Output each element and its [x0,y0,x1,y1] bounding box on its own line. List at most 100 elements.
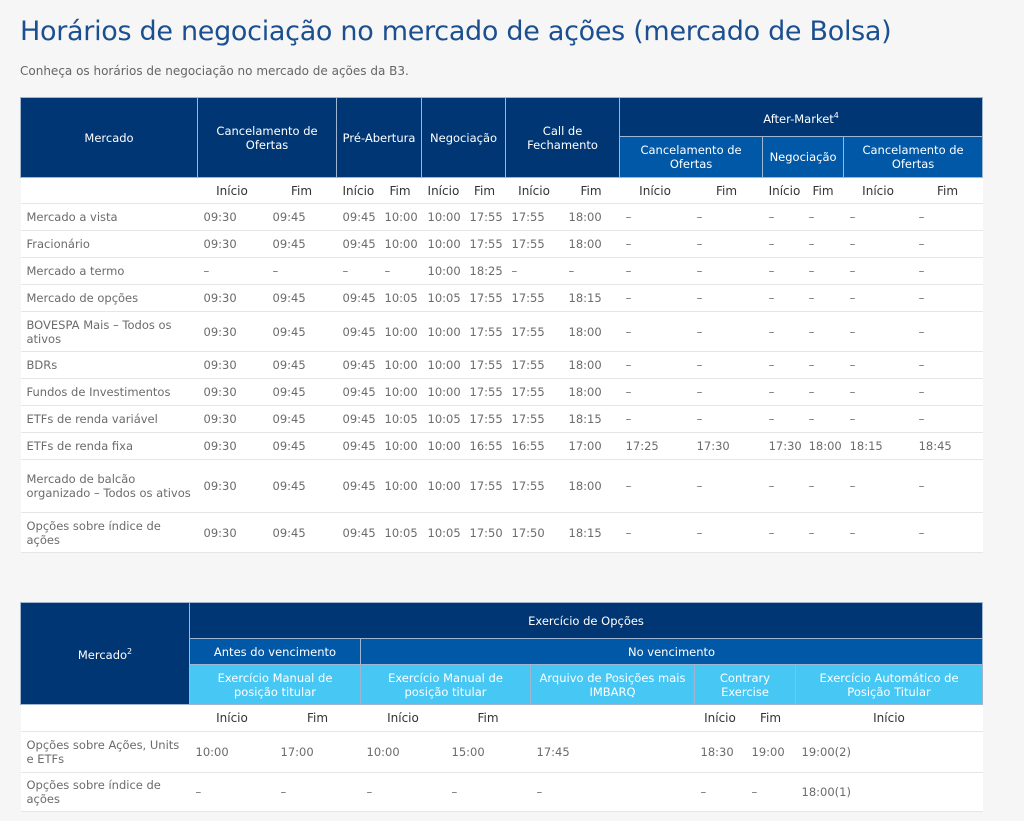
time-cell: – [802,405,844,433]
time-cell: 18:00 [562,203,620,231]
time-cell: – [912,230,983,258]
time-cell: 17:55 [505,311,563,352]
subheader-fim: Fim [378,177,422,204]
time-cell: 17:55 [463,459,506,513]
time-cell: 09:45 [266,378,337,406]
time-cell: 10:05 [378,284,422,312]
time-cell: – [619,351,691,379]
market-name: Opções sobre índice de ações [20,772,190,812]
time-cell: – [912,311,983,352]
table-row: ETFs de renda fixa 09:30 09:45 09:45 10:00 10… [20,432,983,460]
time-cell: 17:55 [463,311,506,352]
page-subtitle: Conheça os horários de negociação no mer… [20,64,409,78]
time-cell: 10:00 [378,378,422,406]
time-cell: – [619,512,691,553]
time-cell: – [912,257,983,285]
time-cell: 10:00 [421,351,464,379]
time-cell: 09:30 [197,230,267,258]
time-cell: 09:45 [336,351,379,379]
subheader-inicio: Início [421,177,464,204]
time-cell: – [802,257,844,285]
market-name: BOVESPA Mais – Todos os ativos [20,311,198,352]
time-cell: – [843,284,913,312]
time-cell: – [762,284,803,312]
time-cell: 17:55 [505,203,563,231]
subheader-inicio: Início [505,177,563,204]
header-negociacao: Negociação [421,97,507,178]
time-cell: 17:55 [463,351,506,379]
time-cell: 10:00 [378,459,422,513]
subheader-cell: Fim [445,704,531,732]
time-cell: 10:00 [378,432,422,460]
time-cell: 17:30 [762,432,803,460]
time-cell: 09:45 [266,351,337,379]
time-cell: 17:55 [463,284,506,312]
time-cell: 17:50 [505,512,563,553]
time-cell: – [843,230,913,258]
time-cell: 10:05 [421,512,464,553]
time-cell: 09:45 [336,378,379,406]
header-no-vencimento: No vencimento [359,638,984,665]
time-cell: – [530,772,695,812]
time-cell: 09:45 [336,311,379,352]
time-cell: 09:45 [336,405,379,433]
subheader-cell: Início [795,704,983,732]
subheader-fim: Fim [463,177,506,204]
table-row: Opções sobre índice de ações 09:30 09:45 09… [20,512,983,553]
time-cell: – [690,459,763,513]
time-cell: 09:45 [336,459,379,513]
header-cancelamento: Cancelamento de Ofertas [196,97,338,178]
time-cell: 10:00 [421,378,464,406]
header-exercicio-manual-antes: Exercício Manual de posição titular [189,664,361,705]
time-cell: – [912,351,983,379]
time-cell: – [843,378,913,406]
time-cell: 10:00 [421,459,464,513]
time-cell: – [912,459,983,513]
time-cell: 15:00 [445,731,531,773]
time-cell: 09:30 [197,284,267,312]
time-cell: 09:30 [197,512,267,553]
market-name: Mercado a termo [20,257,198,285]
table-row: BOVESPA Mais – Todos os ativos 09:30 09:45… [20,311,983,352]
time-cell: 17:00 [274,731,361,773]
time-cell: 09:30 [197,378,267,406]
market-name: Fracionário [20,230,198,258]
time-cell: 17:55 [463,405,506,433]
time-cell: 18:15 [562,512,620,553]
page-title: Horários de negociação no mercado de açõ… [20,16,892,47]
time-cell: 10:00 [360,731,446,773]
subheader-fim: Fim [562,177,620,204]
subheader-cell: Fim [274,704,361,732]
time-cell: 09:30 [197,432,267,460]
time-cell: 10:00 [189,731,275,773]
time-cell: 17:55 [505,284,563,312]
time-cell: 10:00 [421,257,464,285]
time-cell: 17:55 [463,230,506,258]
subheader-row: Início Fim Início Fim Início Fim Início Fim Iníc… [20,177,983,204]
time-cell: 17:55 [505,459,563,513]
subheader-fim: Fim [912,177,983,204]
time-cell: – [745,772,796,812]
time-cell: – [189,772,275,812]
header-mercado: Mercado [20,97,198,178]
time-cell: 09:45 [336,284,379,312]
after-market-label: After-Market [763,111,834,126]
time-cell: – [843,459,913,513]
header-antes: Antes do vencimento [189,638,361,665]
subheader-cell [530,704,695,732]
subheader-cell: Início [360,704,446,732]
market-name: Opções sobre índice de ações [20,512,198,553]
time-cell: – [360,772,446,812]
time-cell: – [694,772,746,812]
time-cell: – [505,257,563,285]
subheader-inicio: Início [762,177,803,204]
time-cell: 09:45 [266,311,337,352]
time-cell: – [619,284,691,312]
market-name: ETFs de renda fixa [20,432,198,460]
time-cell: 17:25 [619,432,691,460]
time-cell: – [762,512,803,553]
time-cell: 18:00 [562,459,620,513]
time-cell: – [912,284,983,312]
time-cell: – [762,351,803,379]
time-cell: 09:45 [266,459,337,513]
